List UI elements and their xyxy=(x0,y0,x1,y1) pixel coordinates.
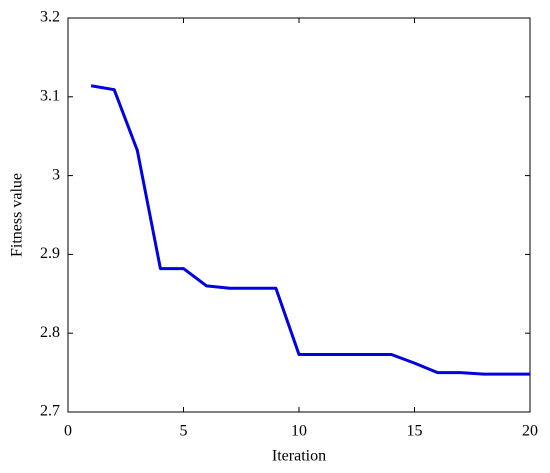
y-tick-label: 3 xyxy=(52,166,60,183)
y-tick-label: 2.8 xyxy=(40,324,60,341)
line-series xyxy=(90,84,530,376)
x-tick-label: 0 xyxy=(64,423,72,440)
y-tick-label: 3.2 xyxy=(40,9,60,26)
x-tick-label: 20 xyxy=(522,423,538,440)
y-tick-label: 2.7 xyxy=(40,403,60,420)
x-tick-label: 5 xyxy=(180,423,188,440)
y-axis-label: Fitness value xyxy=(9,173,26,257)
x-axis-label: Iteration xyxy=(272,448,326,465)
x-tick-label: 15 xyxy=(407,423,423,440)
y-tick-label: 2.9 xyxy=(40,245,60,262)
x-tick-label: 10 xyxy=(291,423,307,440)
y-tick-label: 3.1 xyxy=(40,87,60,104)
